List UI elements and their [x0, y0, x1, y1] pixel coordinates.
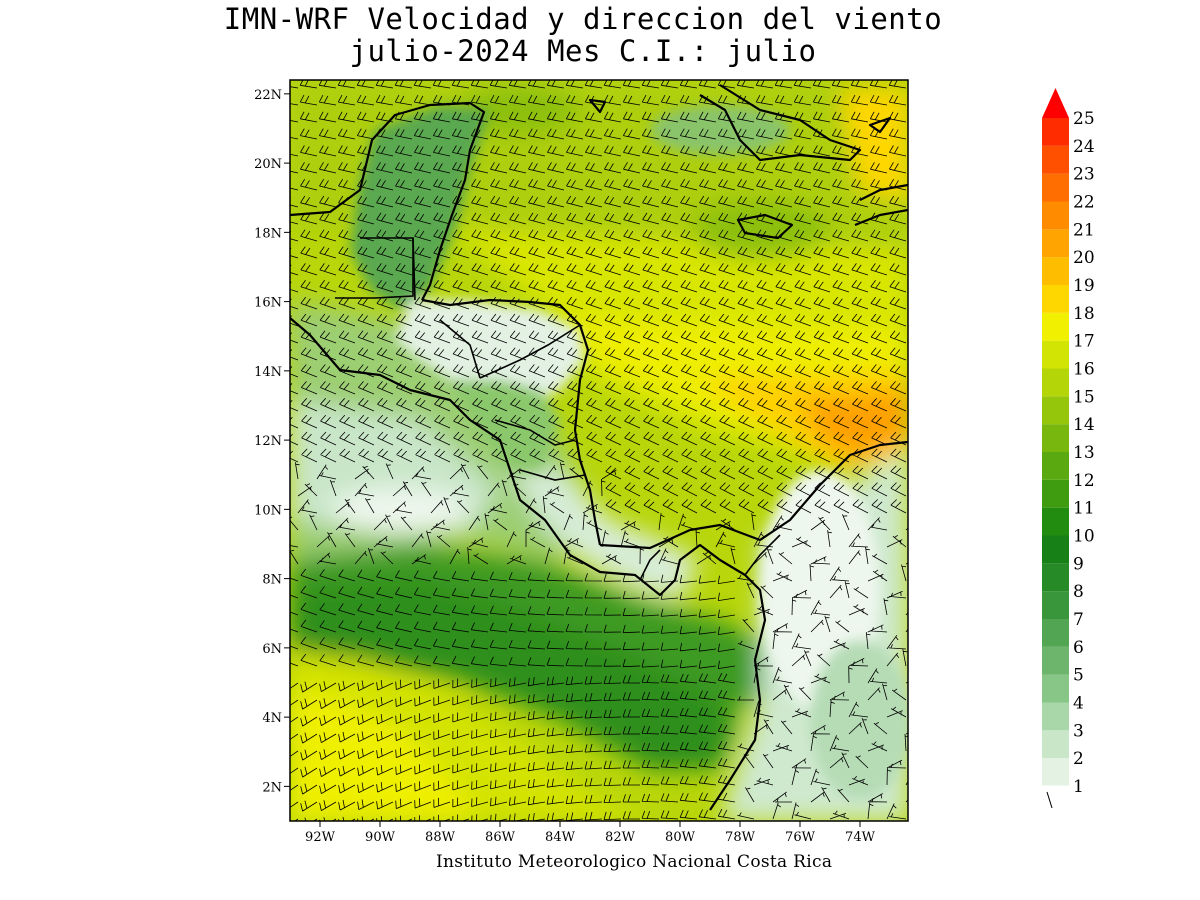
lon-tick-label: 86W — [485, 830, 516, 845]
lon-tick-label: 80W — [665, 830, 696, 845]
colorbar-label: 22 — [1073, 193, 1095, 213]
colorbar-swatch — [1042, 285, 1069, 313]
colorbar-label: 24 — [1073, 137, 1095, 157]
colorbar-swatch — [1042, 674, 1069, 703]
colorbar-swatch — [1042, 591, 1069, 619]
colorbar-swatch — [1042, 396, 1069, 425]
colorbar-label: 13 — [1073, 443, 1095, 463]
colorbar-swatch — [1042, 257, 1069, 285]
colorbar-swatch — [1042, 758, 1069, 786]
colorbar-swatch — [1042, 368, 1069, 397]
lon-tick-label: 76W — [785, 830, 816, 845]
lat-tick-label: 8N — [262, 573, 282, 588]
colorbar-label: 9 — [1073, 554, 1084, 574]
colorbar-label: 3 — [1073, 721, 1084, 741]
colorbar-label: 5 — [1073, 666, 1084, 686]
lat-tick-label: 2N — [262, 780, 282, 795]
lon-tick-label: 78W — [725, 830, 756, 845]
colorbar-label: 2 — [1073, 749, 1084, 769]
colorbar-swatch — [1042, 173, 1069, 202]
footer-credit: Instituto Meteorologico Nacional Costa R… — [436, 852, 833, 872]
map-frame — [289, 79, 909, 822]
colorbar-swatch — [1042, 452, 1069, 480]
lat-tick-label: 22N — [254, 88, 282, 103]
colorbar-swatch — [1042, 312, 1069, 341]
chart-title: IMN-WRF Velocidad y direccion del viento — [223, 2, 943, 36]
colorbar-label: 25 — [1073, 109, 1095, 129]
colorbar-swatch — [1042, 229, 1069, 258]
colorbar-swatch — [1042, 619, 1069, 647]
colorbar-label: 20 — [1073, 248, 1095, 268]
lat-tick-label: 20N — [254, 157, 282, 172]
colorbar-extend-arrow — [1042, 88, 1069, 118]
colorbar-swatch — [1042, 702, 1069, 731]
lon-tick-label: 90W — [365, 830, 396, 845]
colorbar-swatch — [1042, 646, 1069, 675]
colorbar-label: 1 — [1073, 777, 1084, 797]
colorbar-label: 21 — [1073, 220, 1095, 240]
colorbar-label: 23 — [1073, 165, 1095, 185]
wind-barb-set — [290, 80, 908, 821]
wind-speed-field — [290, 80, 908, 821]
colorbar-label: 10 — [1073, 527, 1095, 547]
lon-tick-label: 88W — [425, 830, 456, 845]
colorbar-label: 7 — [1073, 610, 1084, 630]
lat-tick-label: 18N — [254, 226, 282, 241]
lon-tick-label: 84W — [545, 830, 576, 845]
wind-barbs — [290, 80, 908, 821]
legend-barb — [1046, 791, 1053, 809]
colorbar-swatch — [1042, 535, 1069, 564]
lat-tick-label: 4N — [262, 711, 282, 726]
colorbar: 1234567891011121314151617181920212223242… — [1042, 88, 1095, 809]
lat-tick-label: 6N — [262, 642, 282, 657]
lon-tick-label: 74W — [845, 830, 876, 845]
lat-tick-label: 12N — [254, 434, 282, 449]
colorbar-swatch — [1042, 118, 1069, 146]
colorbar-swatch — [1042, 424, 1069, 452]
country-borders — [335, 237, 781, 581]
colorbar-swatch — [1042, 145, 1069, 174]
chart-subtitle: julio-2024 Mes C.I.: julio — [349, 34, 817, 68]
lat-tick-label: 16N — [254, 296, 282, 311]
colorbar-swatch — [1042, 563, 1069, 592]
colorbar-label: 16 — [1073, 360, 1095, 380]
colorbar-swatch — [1042, 507, 1069, 536]
colorbar-label: 4 — [1073, 694, 1084, 714]
lat-tick-label: 14N — [254, 365, 282, 380]
colorbar-swatch — [1042, 730, 1069, 759]
colorbar-swatch — [1042, 340, 1069, 369]
colorbar-label: 19 — [1073, 276, 1095, 296]
colorbar-label: 18 — [1073, 304, 1095, 324]
colorbar-swatch — [1042, 479, 1069, 508]
colorbar-label: 6 — [1073, 638, 1084, 658]
colorbar-label: 11 — [1073, 499, 1095, 519]
colorbar-label: 15 — [1073, 387, 1095, 407]
colorbar-label: 12 — [1073, 471, 1095, 491]
colorbar-swatch — [1042, 201, 1069, 230]
lon-tick-label: 82W — [605, 830, 636, 845]
lat-tick-label: 10N — [254, 503, 282, 518]
colorbar-label: 17 — [1073, 332, 1095, 352]
lon-tick-label: 92W — [305, 830, 336, 845]
colorbar-label: 8 — [1073, 582, 1084, 602]
colorbar-label: 14 — [1073, 415, 1095, 435]
map-axes: 92W 90W 88W 86W 84W 82W 80W 78W 76W 74W 2N 4N 6N 8N 10… — [254, 88, 876, 845]
